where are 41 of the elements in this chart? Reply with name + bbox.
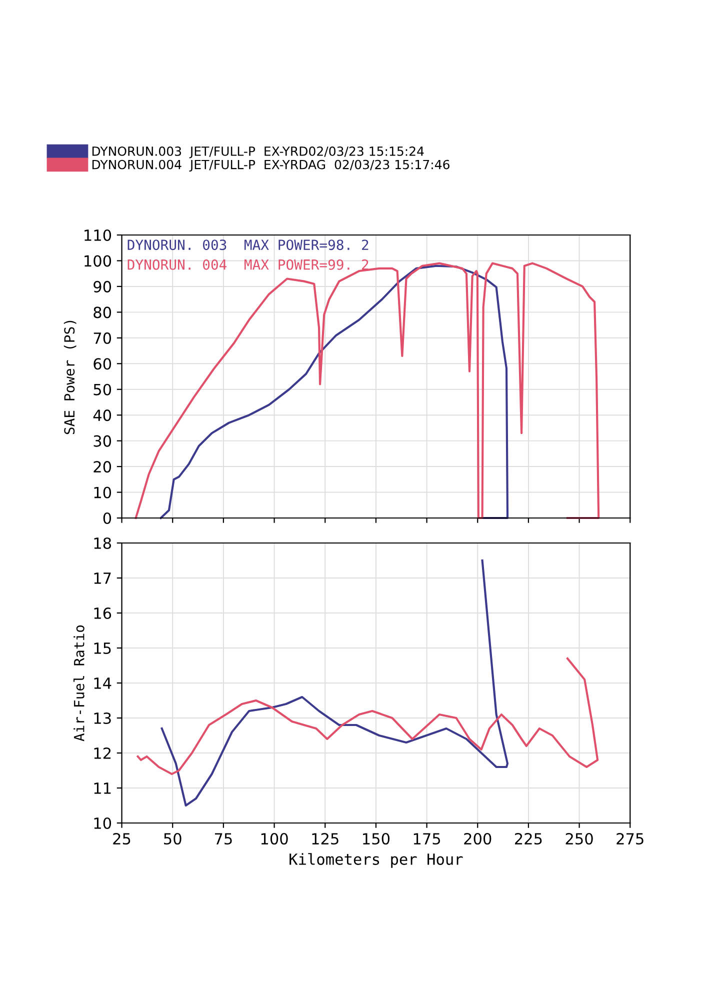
y-tick-label: 13 — [94, 712, 111, 724]
y-tick-label: 16 — [94, 607, 112, 620]
y-tick-label: 14 — [94, 678, 112, 689]
x-tick-label: 225 — [514, 832, 542, 845]
y-tick-label: 110 — [84, 229, 112, 242]
y-tick-label: 10 — [94, 486, 112, 498]
y-tick-label: 20 — [94, 461, 112, 473]
annotation: DYNORUN. 004 MAX POWER=99. 2 — [128, 259, 368, 270]
y-axis-title: Air-Fuel Ratio — [74, 625, 84, 742]
y-tick-label: 17 — [94, 572, 111, 584]
x-tick-label: 200 — [464, 832, 492, 845]
x-tick-label: 75 — [214, 833, 232, 845]
x-tick-label: 150 — [363, 832, 390, 845]
legend-label: DYNORUN.004 JET/FULL-P EX-YRDAG 02/03/23 15:17:46 — [92, 160, 450, 172]
x-tick-label: 275 — [616, 832, 644, 845]
y-tick-label: 30 — [94, 435, 112, 447]
y-tick-label: 50 — [94, 384, 112, 396]
y-tick-label: 40 — [93, 410, 112, 422]
y-tick-label: 12 — [94, 747, 111, 759]
x-tick-label: 50 — [164, 832, 182, 845]
y-axis-title: SAE Power (PS) — [64, 320, 76, 434]
line-series — [160, 559, 509, 807]
y-tick-label: 10 — [94, 817, 112, 830]
y-tick-label: 15 — [94, 642, 111, 654]
x-tick-label: 250 — [566, 832, 593, 845]
y-tick-label: 0 — [103, 512, 112, 524]
x-tick-label: 100 — [261, 832, 288, 845]
y-tick-label: 11 — [94, 782, 111, 794]
line-series — [136, 657, 599, 776]
legend-label: DYNORUN.003 JET/FULL-P EX-YRD02/03/23 15:15:24 — [92, 146, 424, 158]
x-tick-label: 25 — [113, 832, 130, 845]
x-tick-label: 175 — [414, 833, 440, 845]
y-tick-label: 80 — [94, 306, 112, 318]
y-tick-label: 18 — [94, 537, 112, 550]
y-tick-label: 60 — [94, 358, 112, 370]
x-axis-title: Kilometers per Hour — [290, 853, 463, 868]
x-tick-label: 125 — [312, 832, 338, 845]
y-tick-label: 100 — [84, 255, 112, 267]
y-tick-label: 70 — [94, 332, 112, 344]
y-tick-label: 90 — [94, 280, 112, 292]
annotation: DYNORUN. 003 MAX POWER=98. 2 — [128, 240, 368, 250]
